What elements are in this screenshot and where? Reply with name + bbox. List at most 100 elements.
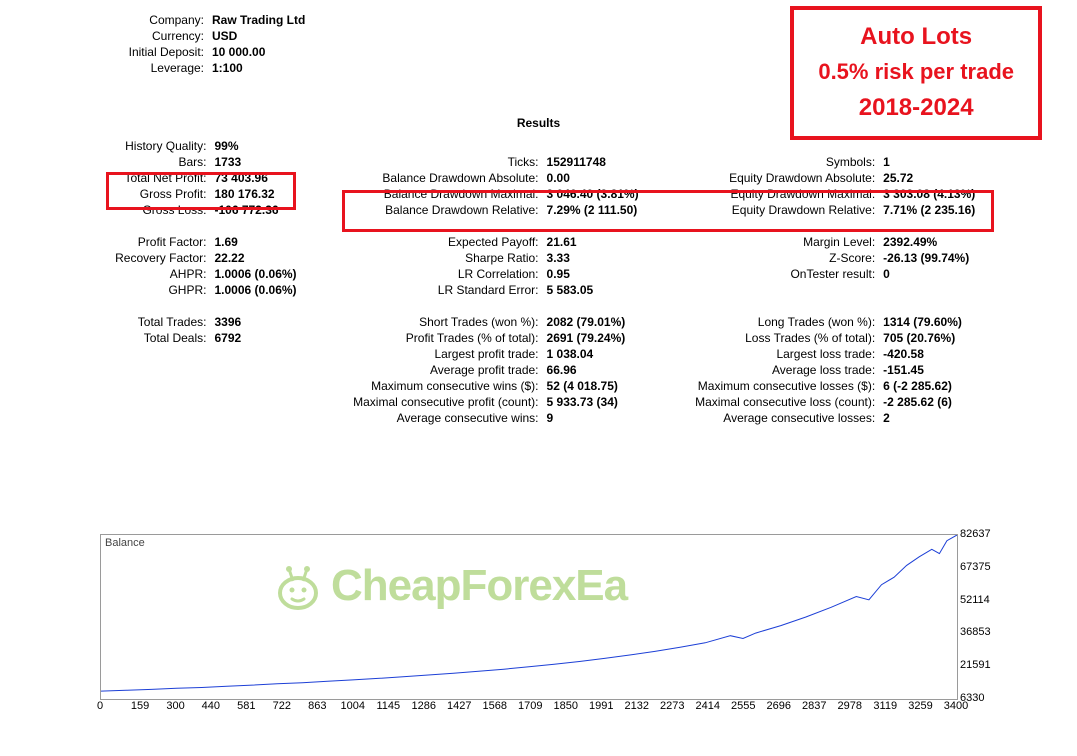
td-l: Total Deals:: [100, 330, 210, 346]
equity-line: [101, 535, 957, 699]
x-tick: 2696: [767, 700, 791, 712]
x-tick: 3259: [908, 700, 932, 712]
pt-v: 2691 (79.24%): [543, 330, 660, 346]
sr-v: 3.33: [543, 250, 660, 266]
bda-l: Balance Drawdown Absolute:: [349, 170, 542, 186]
x-axis: 0159300440581722863100411451286142715681…: [100, 700, 956, 714]
lt-l: Long Trades (won %):: [685, 314, 879, 330]
y-tick: 52114: [960, 594, 990, 606]
lot-l: Loss Trades (% of total):: [685, 330, 879, 346]
y-tick: 21591: [960, 659, 991, 671]
leverage-label: Leverage:: [110, 60, 208, 76]
mclo-v: -2 285.62 (6): [879, 394, 990, 410]
bdm-v: 3 046.40 (3.81%): [543, 186, 660, 202]
x-tick: 1568: [483, 700, 507, 712]
x-tick: 1286: [412, 700, 436, 712]
bdm-l: Balance Drawdown Maximal:: [349, 186, 542, 202]
edr-l: Equity Drawdown Relative:: [685, 202, 879, 218]
otr-l: OnTester result:: [685, 266, 879, 282]
x-tick: 1991: [589, 700, 613, 712]
results-title: Results: [0, 116, 1077, 130]
ticks-l: Ticks:: [349, 154, 542, 170]
tt-v: 3396: [210, 314, 323, 330]
lrc-v: 0.95: [543, 266, 660, 282]
ml-v: 2392.49%: [879, 234, 990, 250]
x-tick: 1850: [554, 700, 578, 712]
mcw-v: 52 (4 018.75): [543, 378, 660, 394]
x-tick: 440: [202, 700, 220, 712]
zs-v: -26.13 (99.74%): [879, 250, 990, 266]
acw-v: 9: [543, 410, 660, 426]
ghpr-l: GHPR:: [100, 282, 210, 298]
lrs-l: LR Standard Error:: [349, 282, 542, 298]
bars-l: Bars:: [100, 154, 210, 170]
history-quality-v: 99%: [210, 138, 323, 154]
lpt-l: Largest profit trade:: [349, 346, 542, 362]
currency-value: USD: [208, 28, 309, 44]
ml-l: Margin Level:: [685, 234, 879, 250]
acw-l: Average consecutive wins:: [349, 410, 542, 426]
edm-l: Equity Drawdown Maximal:: [685, 186, 879, 202]
x-tick: 1427: [447, 700, 471, 712]
company-value: Raw Trading Ltd: [208, 12, 309, 28]
bdr-l: Balance Drawdown Relative:: [349, 202, 542, 218]
tt-l: Total Trades:: [100, 314, 210, 330]
zs-l: Z-Score:: [685, 250, 879, 266]
ahpr-v: 1.0006 (0.06%): [210, 266, 323, 282]
gl-v: -106 772.36: [210, 202, 323, 218]
x-tick: 159: [131, 700, 149, 712]
mcl-v: 6 (-2 285.62): [879, 378, 990, 394]
st-l: Short Trades (won %):: [349, 314, 542, 330]
x-tick: 300: [166, 700, 184, 712]
mcp-l: Maximal consecutive profit (count):: [349, 394, 542, 410]
results-grid: History Quality: 99% Bars: 1733 Ticks: 1…: [100, 138, 990, 426]
ep-l: Expected Payoff:: [349, 234, 542, 250]
leverage-value: 1:100: [208, 60, 309, 76]
chart-plot-area: Balance CheapForexEa: [100, 534, 958, 700]
initial-deposit-label: Initial Deposit:: [110, 44, 208, 60]
otr-v: 0: [879, 266, 990, 282]
pt-l: Profit Trades (% of total):: [349, 330, 542, 346]
acl-l: Average consecutive losses:: [685, 410, 879, 426]
pf-l: Profit Factor:: [100, 234, 210, 250]
rf-l: Recovery Factor:: [100, 250, 210, 266]
x-tick: 2414: [696, 700, 720, 712]
pf-v: 1.69: [210, 234, 323, 250]
sr-l: Sharpe Ratio:: [349, 250, 542, 266]
acl-v: 2: [879, 410, 990, 426]
x-tick: 581: [237, 700, 255, 712]
mcl-l: Maximum consecutive losses ($):: [685, 378, 879, 394]
symbols-l: Symbols:: [685, 154, 879, 170]
company-label: Company:: [110, 12, 208, 28]
x-tick: 0: [97, 700, 103, 712]
x-tick: 3400: [944, 700, 968, 712]
apt-l: Average profit trade:: [349, 362, 542, 378]
ticks-v: 152911748: [543, 154, 660, 170]
x-tick: 2555: [731, 700, 755, 712]
rf-v: 22.22: [210, 250, 323, 266]
y-axis: 63302159136853521146737582637: [960, 534, 1020, 698]
lpt-v: 1 038.04: [543, 346, 660, 362]
x-tick: 2132: [625, 700, 649, 712]
bda-v: 0.00: [543, 170, 660, 186]
edm-v: 3 303.08 (4.13%): [879, 186, 990, 202]
y-tick: 82637: [960, 528, 991, 540]
y-tick: 67375: [960, 561, 991, 573]
eda-l: Equity Drawdown Absolute:: [685, 170, 879, 186]
llt-v: -420.58: [879, 346, 990, 362]
llt-l: Largest loss trade:: [685, 346, 879, 362]
x-tick: 722: [273, 700, 291, 712]
mcw-l: Maximum consecutive wins ($):: [349, 378, 542, 394]
lrs-v: 5 583.05: [543, 282, 660, 298]
bdr-v: 7.29% (2 111.50): [543, 202, 660, 218]
ep-v: 21.61: [543, 234, 660, 250]
currency-label: Currency:: [110, 28, 208, 44]
lot-v: 705 (20.76%): [879, 330, 990, 346]
alt-l: Average loss trade:: [685, 362, 879, 378]
balance-chart: Balance CheapForexEa 6330215913685352114…: [100, 534, 984, 714]
tnp-v: 73 403.96: [210, 170, 323, 186]
ghpr-v: 1.0006 (0.06%): [210, 282, 323, 298]
callout-line1: Auto Lots: [818, 18, 1014, 55]
apt-v: 66.96: [543, 362, 660, 378]
x-tick: 2837: [802, 700, 826, 712]
